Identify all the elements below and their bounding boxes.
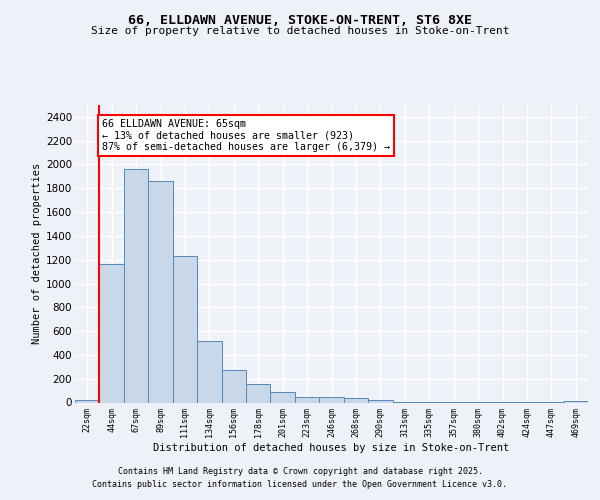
Bar xyxy=(197,340,221,402)
Bar xyxy=(221,370,246,402)
Bar xyxy=(124,170,148,402)
Bar xyxy=(319,397,344,402)
X-axis label: Distribution of detached houses by size in Stoke-on-Trent: Distribution of detached houses by size … xyxy=(154,443,509,453)
Text: Contains public sector information licensed under the Open Government Licence v3: Contains public sector information licen… xyxy=(92,480,508,489)
Bar xyxy=(148,181,173,402)
Text: Size of property relative to detached houses in Stoke-on-Trent: Size of property relative to detached ho… xyxy=(91,26,509,36)
Bar xyxy=(344,398,368,402)
Bar xyxy=(246,384,271,402)
Text: Contains HM Land Registry data © Crown copyright and database right 2025.: Contains HM Land Registry data © Crown c… xyxy=(118,467,482,476)
Text: 66, ELLDAWN AVENUE, STOKE-ON-TRENT, ST6 8XE: 66, ELLDAWN AVENUE, STOKE-ON-TRENT, ST6 … xyxy=(128,14,472,27)
Bar xyxy=(295,397,319,402)
Text: 66 ELLDAWN AVENUE: 65sqm
← 13% of detached houses are smaller (923)
87% of semi-: 66 ELLDAWN AVENUE: 65sqm ← 13% of detach… xyxy=(103,120,391,152)
Y-axis label: Number of detached properties: Number of detached properties xyxy=(32,163,42,344)
Bar xyxy=(100,264,124,402)
Bar xyxy=(173,256,197,402)
Bar xyxy=(75,400,100,402)
Bar xyxy=(368,400,392,402)
Bar xyxy=(271,392,295,402)
